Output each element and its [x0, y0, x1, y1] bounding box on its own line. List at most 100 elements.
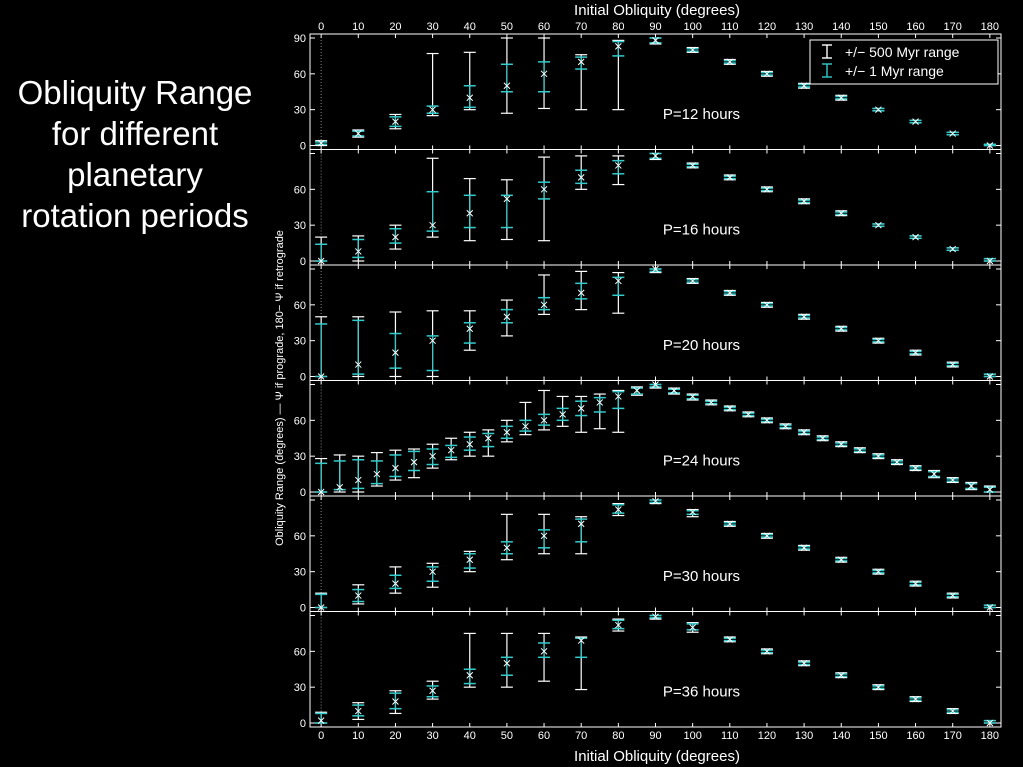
errorbar-point [500, 299, 513, 337]
panel-2: 0 30 60 P=16 hours [294, 149, 1002, 268]
center-marker [726, 174, 734, 181]
y-tick-label: 90 [294, 33, 306, 45]
y-tick-label: 0 [300, 718, 306, 730]
errorbar-point [538, 513, 551, 555]
center-marker [875, 337, 882, 345]
center-marker [949, 245, 957, 253]
center-marker [670, 387, 678, 394]
center-marker [503, 544, 511, 552]
center-marker [540, 416, 548, 424]
errorbar-point [315, 457, 328, 496]
center-marker [522, 422, 529, 430]
x-axis-label-bottom: Initial Obliquity (degrees) [574, 748, 740, 765]
errorbar-point [760, 416, 773, 424]
errorbar-point [352, 702, 365, 721]
center-marker [652, 381, 659, 388]
center-marker [763, 185, 771, 193]
errorbar-point [798, 313, 811, 321]
x-tick-label-bottom: 80 [612, 730, 624, 742]
x-tick-label-bottom: 150 [869, 730, 887, 742]
center-marker [317, 488, 325, 496]
errorbar-point [389, 311, 402, 378]
x-tick-label-bottom: 90 [649, 730, 661, 742]
x-tick-label-bottom: 60 [538, 730, 550, 742]
center-marker [800, 544, 808, 552]
legend-label-500myr: +/− 500 Myr range [845, 44, 960, 60]
errorbar-point [816, 434, 829, 442]
center-marker [800, 659, 808, 667]
center-marker [986, 142, 994, 149]
errorbar-point [612, 271, 625, 314]
x-tick-label-bottom: 160 [906, 730, 924, 742]
errorbar-point [612, 389, 625, 433]
errorbar-point [686, 46, 699, 54]
center-marker [875, 221, 882, 229]
x-tick-label-top: 160 [906, 21, 924, 33]
center-marker [484, 434, 492, 442]
x-tick-label-top: 180 [981, 21, 999, 33]
center-marker [503, 82, 511, 90]
y-tick-label: 30 [294, 336, 306, 348]
center-marker [652, 265, 659, 273]
errorbar-point [946, 130, 959, 137]
y-tick-label: 60 [294, 646, 306, 658]
center-marker [354, 248, 362, 255]
panel-label: P=30 hours [663, 568, 740, 585]
center-marker [503, 313, 511, 321]
errorbar-point [760, 185, 773, 193]
y-tick-label: 30 [294, 567, 306, 579]
center-marker [800, 428, 808, 436]
x-tick-label-top: 140 [832, 21, 850, 33]
errorbar-point [612, 618, 625, 632]
center-marker [373, 470, 381, 478]
y-tick-label: 0 [300, 487, 306, 499]
center-marker [652, 497, 659, 505]
errorbar-point [575, 516, 588, 555]
center-marker [912, 580, 919, 587]
center-marker [317, 717, 325, 724]
errorbar-point [389, 224, 402, 250]
errorbar-point [668, 387, 681, 395]
errorbar-point [928, 469, 941, 479]
center-marker [893, 458, 901, 466]
errorbar-point [835, 94, 848, 102]
errorbar-point [983, 485, 996, 493]
center-marker [577, 58, 585, 66]
errorbar-point [649, 613, 662, 621]
center-marker [410, 458, 418, 466]
x-tick-label-bottom: 110 [721, 730, 739, 742]
legend-label-1myr: +/− 1 Myr range [845, 63, 944, 79]
center-marker [837, 94, 845, 102]
x-tick-label-top: 0 [318, 21, 324, 33]
panel-label: P=12 hours [663, 106, 740, 123]
panel-6: 0 30 60 P=36 hours [294, 611, 1002, 730]
center-marker [577, 520, 585, 528]
y-tick-label: 60 [294, 184, 306, 196]
errorbar-point [482, 429, 495, 457]
errorbar-point [333, 454, 346, 493]
errorbar-point [649, 497, 662, 505]
x-tick-label-top: 10 [352, 21, 364, 33]
center-marker [540, 532, 548, 540]
errorbar-point [389, 449, 402, 481]
y-tick-label: 60 [294, 300, 306, 312]
legend: +/− 500 Myr range +/− 1 Myr range [809, 39, 999, 85]
errorbar-point [872, 106, 885, 114]
errorbar-point [593, 393, 606, 430]
x-tick-label-top: 60 [538, 21, 550, 33]
errorbar-point [352, 235, 365, 262]
center-marker [392, 464, 399, 472]
errorbar-point [463, 431, 476, 457]
center-marker [800, 197, 808, 205]
errorbar-point [723, 636, 736, 643]
x-tick-label-top: 150 [869, 21, 887, 33]
center-marker [540, 185, 548, 193]
center-marker [726, 520, 734, 528]
panel-label: P=36 hours [663, 684, 740, 701]
x-tick-label-top: 70 [575, 21, 587, 33]
errorbar-point [946, 707, 959, 715]
center-marker [782, 422, 789, 430]
center-marker [912, 349, 919, 356]
center-marker [689, 162, 697, 169]
errorbar-point [723, 174, 736, 181]
